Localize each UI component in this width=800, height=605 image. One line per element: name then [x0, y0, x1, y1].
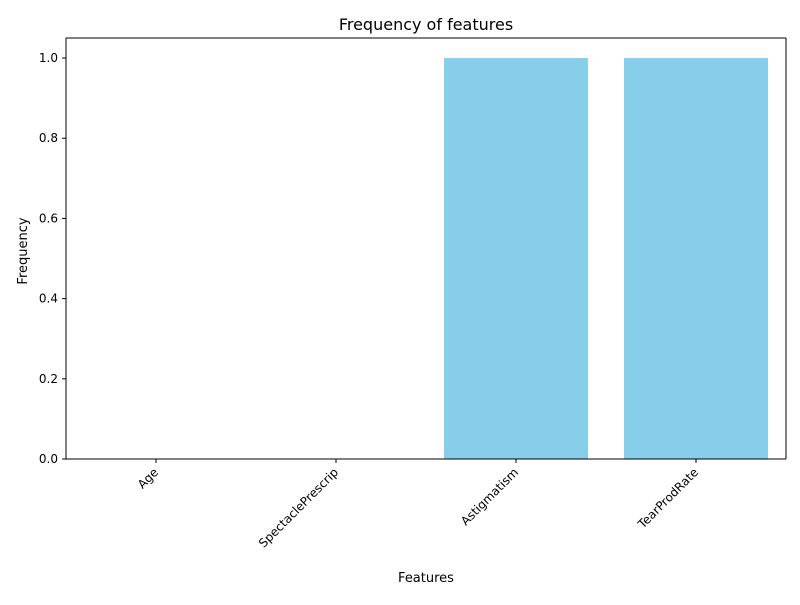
y-tick-label: 0.2	[39, 372, 58, 386]
chart-title: Frequency of features	[339, 15, 513, 34]
x-axis-label: Features	[398, 571, 454, 586]
x-tick-label-tearprodrate: TearProdRate	[635, 465, 702, 532]
y-axis: 0.0 0.2 0.4 0.6 0.8 1.0	[39, 38, 67, 466]
y-tick-label: 0.6	[39, 211, 58, 225]
y-tick-label: 0.8	[39, 131, 58, 145]
y-tick-label: 0.0	[39, 452, 58, 466]
x-tick-label-astigmatism: Astigmatism	[458, 465, 521, 528]
bar-astigmatism	[444, 58, 588, 460]
x-tick-label-spectacleprescrip: SpectaclePrescrip	[256, 465, 341, 550]
bar-tearprodrate	[624, 58, 768, 460]
x-tick-label-age: Age	[135, 465, 161, 491]
y-axis-label: Frequency	[16, 217, 31, 284]
bars-group	[444, 58, 768, 460]
y-tick-label: 0.4	[39, 292, 58, 306]
y-tick-label: 1.0	[39, 51, 58, 65]
